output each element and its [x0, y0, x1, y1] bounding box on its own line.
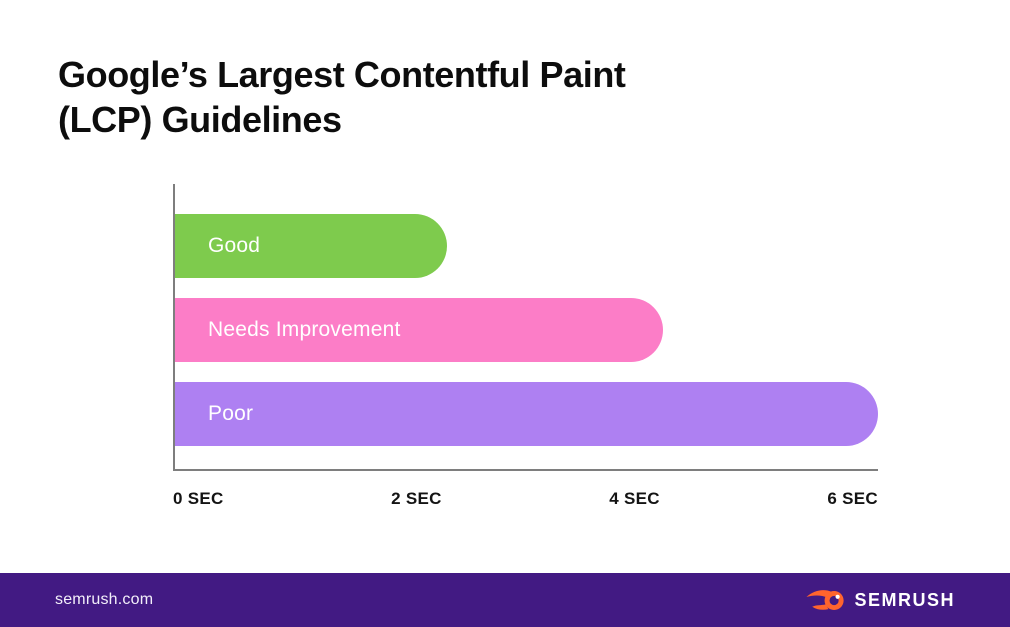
semrush-comet-icon [806, 589, 845, 610]
bar-label-good: Good [208, 234, 261, 257]
chart-plot-area: Good Needs Improvement Poor [173, 184, 878, 471]
footer-brand-name: SEMRUSH [854, 589, 955, 610]
bar-label-needs-improvement: Needs Improvement [208, 318, 401, 341]
x-tick-6-sec: 6 SEC [827, 489, 878, 508]
bar-good: Good [175, 214, 448, 278]
bar-poor: Poor [175, 382, 878, 446]
x-axis-ticks: 0 SEC 2 SEC 4 SEC 6 SEC [173, 489, 878, 509]
x-tick-2-sec: 2 SEC [391, 489, 442, 508]
title-line-1: Google’s Largest Contentful Paint [58, 54, 626, 95]
semrush-logo: SEMRUSH [806, 587, 955, 614]
title-line-2: (LCP) Guidelines [58, 99, 342, 140]
bar-needs-improvement: Needs Improvement [175, 298, 663, 362]
footer-bar: semrush.com SEMRUSH [0, 573, 1010, 627]
bar-label-poor: Poor [208, 402, 254, 425]
x-tick-4-sec: 4 SEC [609, 489, 660, 508]
x-tick-0-sec: 0 SEC [173, 489, 224, 508]
footer-site-url: semrush.com [55, 591, 154, 608]
page-title: Google’s Largest Contentful Paint (LCP) … [58, 52, 626, 142]
